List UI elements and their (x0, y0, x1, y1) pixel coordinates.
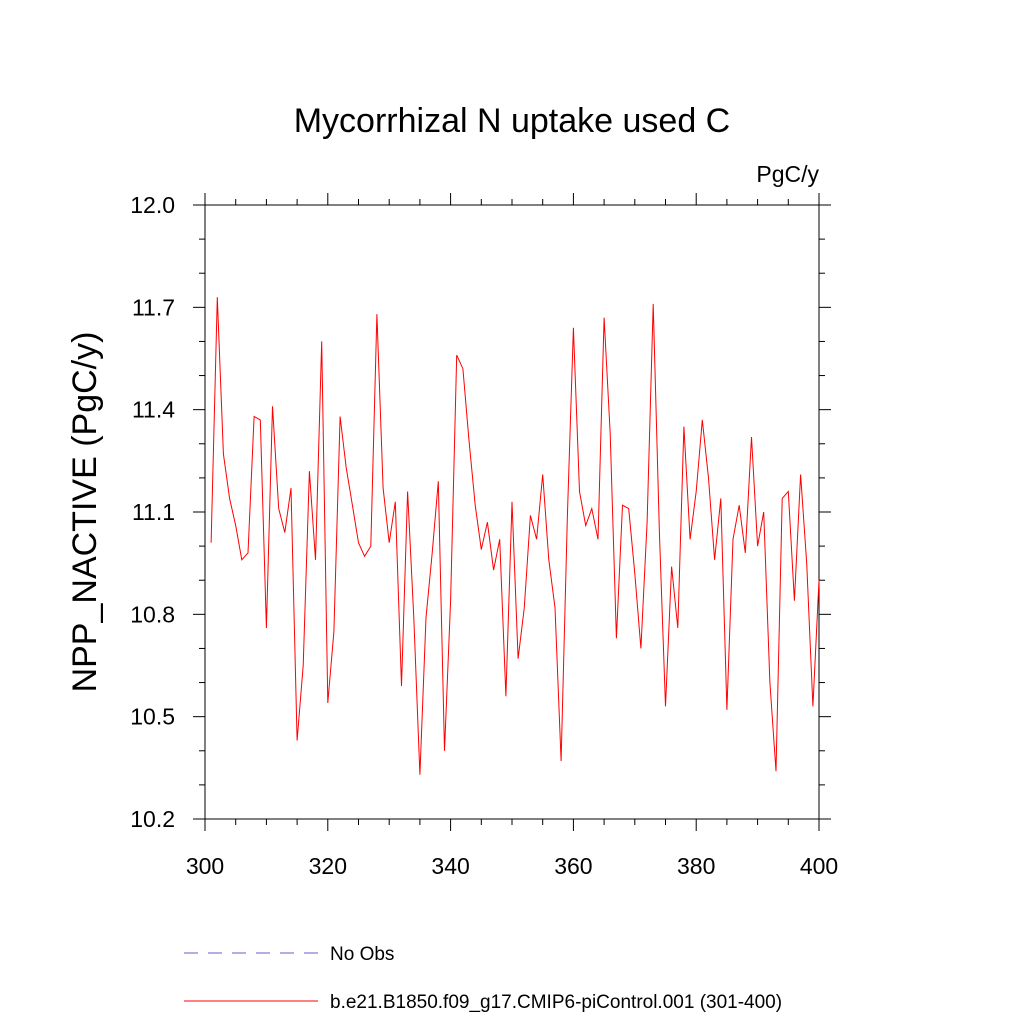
x-axis: 300 320 340 360 380 400 (186, 193, 838, 879)
y-tick-label: 12.0 (130, 192, 175, 218)
x-tick-label: 300 (186, 853, 224, 879)
chart-title: Mycorrhizal N uptake used C (294, 102, 731, 140)
y-tick-label: 11.1 (132, 499, 175, 525)
x-tick-label: 320 (309, 853, 347, 879)
x-tick-label: 340 (431, 853, 469, 879)
legend-label-0: No Obs (330, 944, 394, 965)
x-tick-label: 360 (554, 853, 592, 879)
legend-label-1: b.e21.B1850.f09_g17.CMIP6-piControl.001 … (330, 992, 782, 1013)
y-axis-label: NPP_NACTIVE (PgC/y) (66, 332, 104, 693)
series-layer (210, 297, 820, 775)
y-tick-label: 11.4 (132, 397, 175, 423)
units-label: PgC/y (756, 161, 819, 187)
y-axis: 10.2 10.5 10.8 11.1 11.4 11.7 12.0 (130, 192, 831, 832)
y-tick-label: 10.5 (130, 704, 175, 730)
x-tick-label: 380 (677, 853, 715, 879)
y-tick-label: 11.7 (132, 294, 175, 320)
y-tick-label: 10.2 (130, 806, 175, 832)
x-tick-label: 400 (800, 853, 838, 879)
series-line-1 (210, 297, 820, 775)
y-tick-label: 10.8 (130, 601, 175, 627)
legend: No Obs b.e21.B1850.f09_g17.CMIP6-piContro… (184, 944, 782, 1013)
